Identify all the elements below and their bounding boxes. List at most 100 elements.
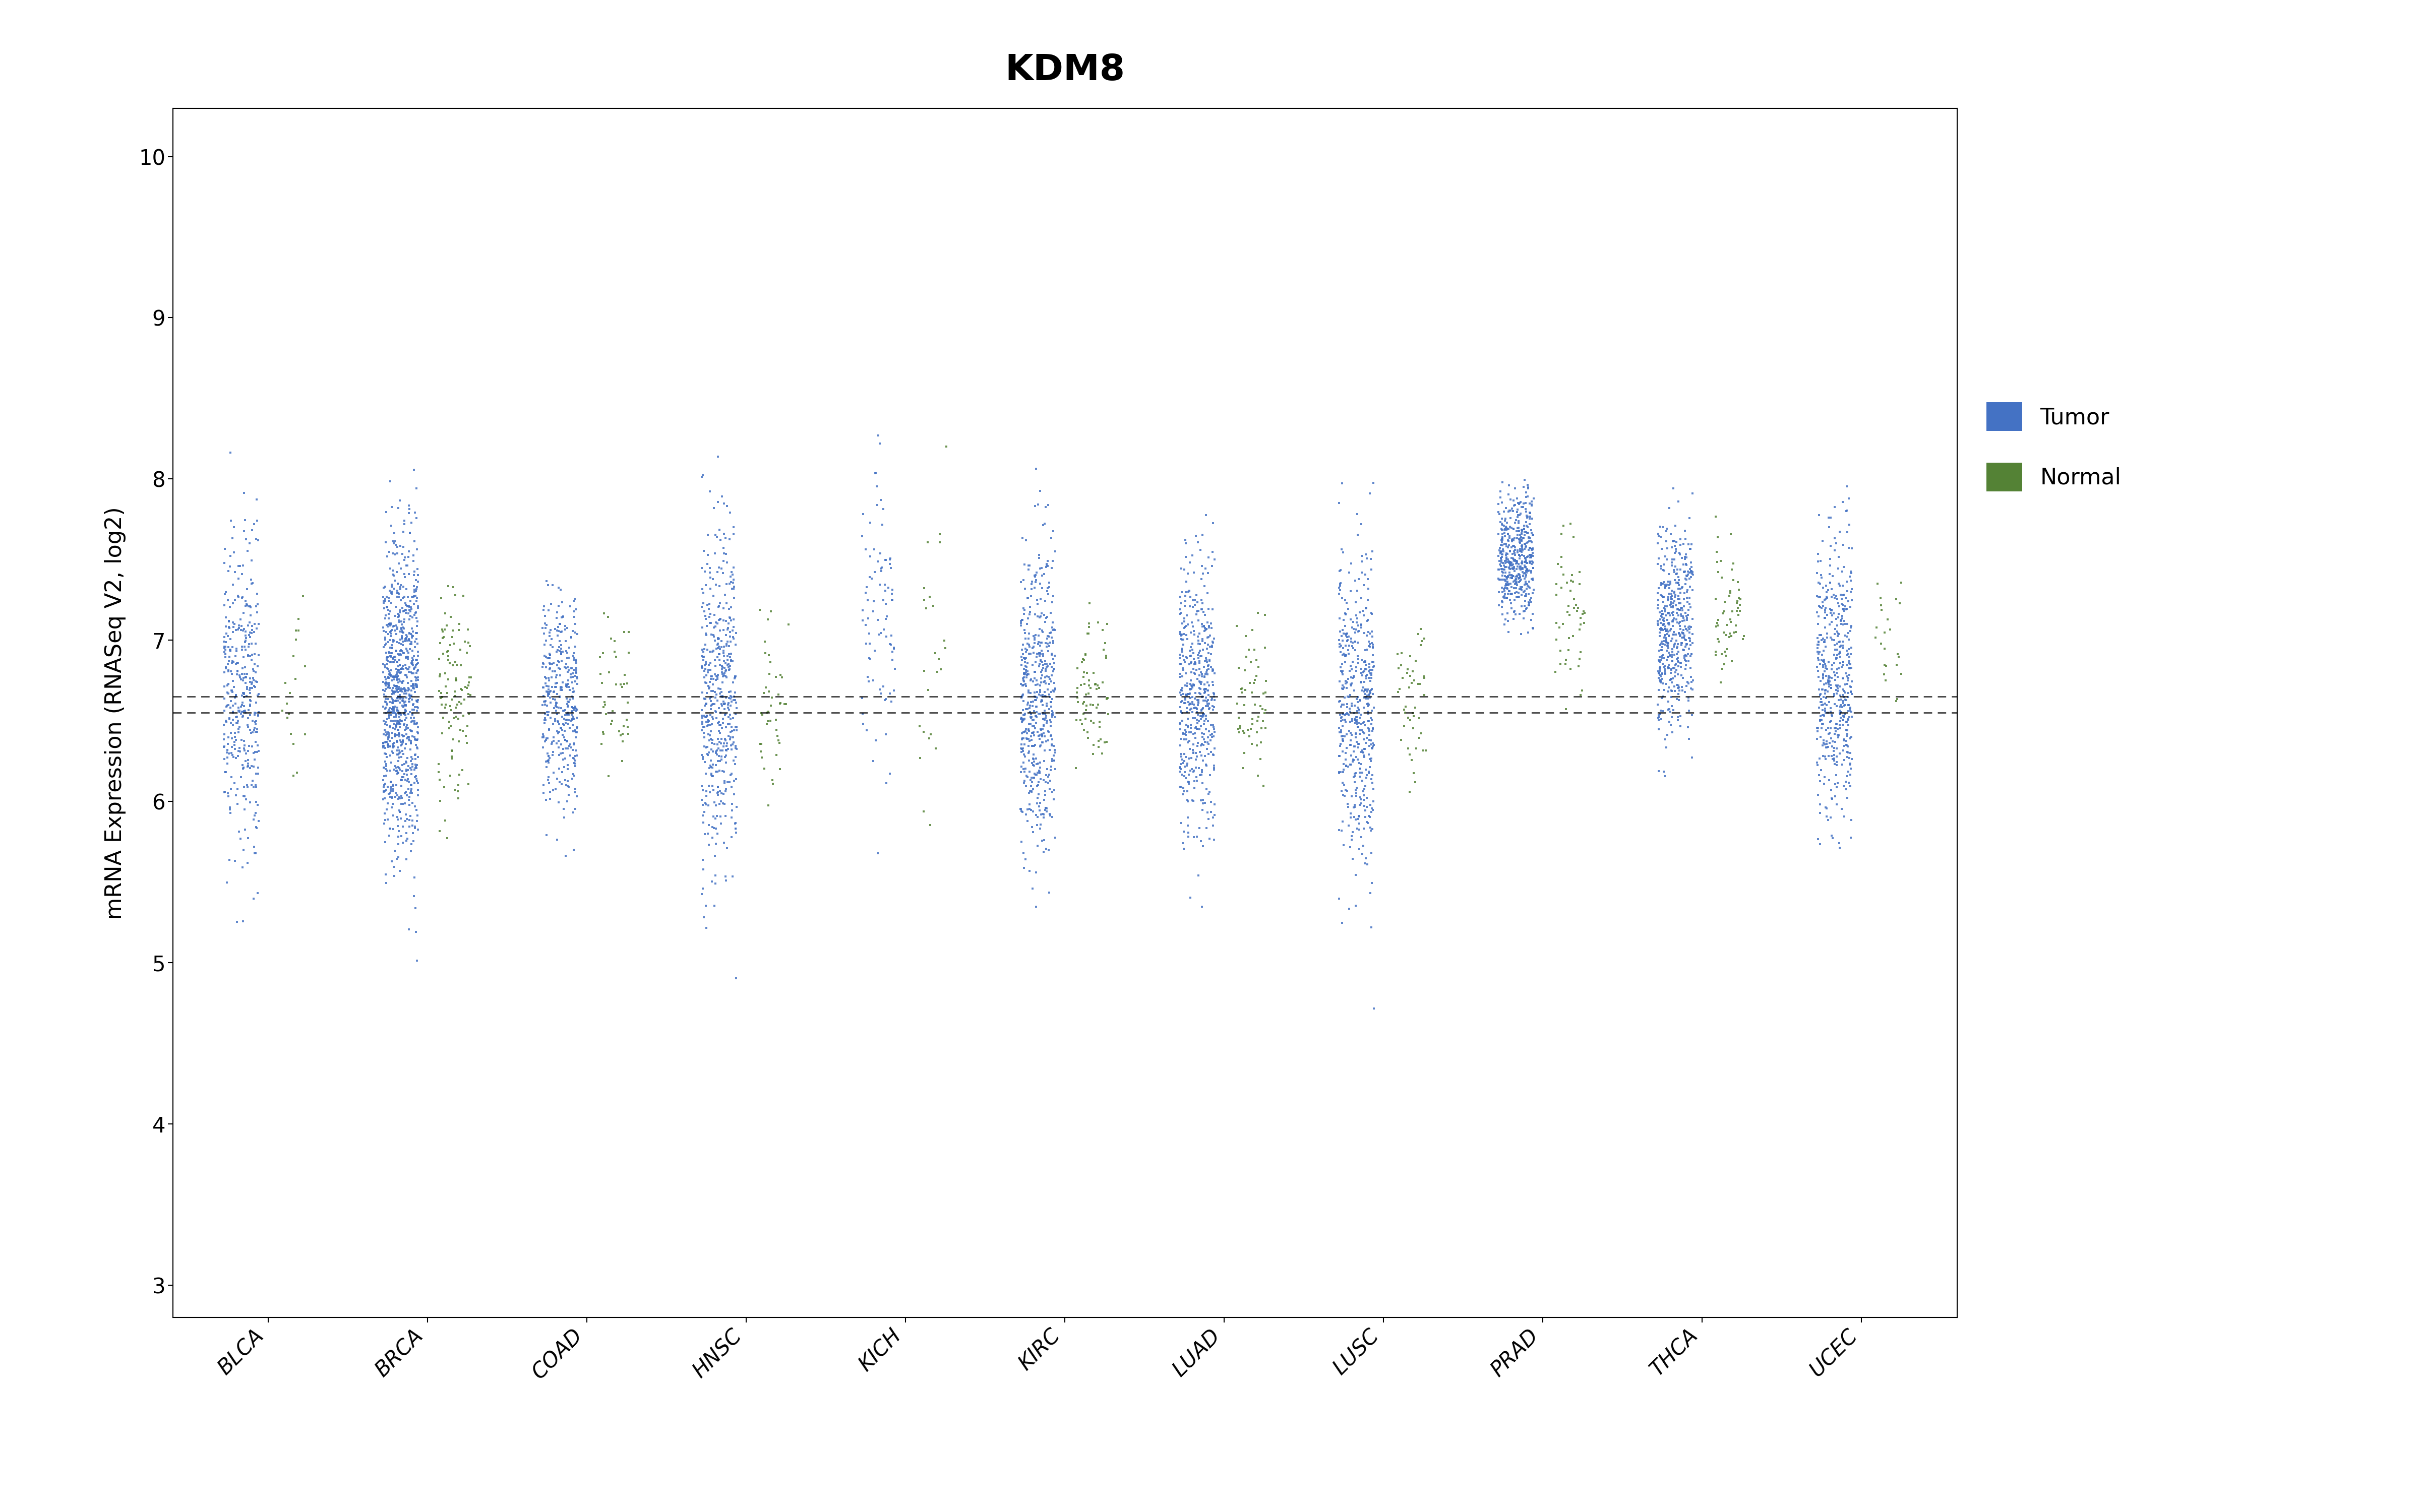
Point [1672,561,1711,585]
Point [1810,600,1849,624]
Point [1817,646,1856,670]
Point [373,696,411,720]
Point [1830,641,1868,665]
Point [385,585,424,609]
Point [1002,685,1041,709]
Point [1827,668,1866,692]
Point [1508,520,1546,544]
Point [1176,652,1215,676]
Point [1188,679,1227,703]
Point [206,624,244,649]
Point [394,644,433,668]
Point [1058,680,1096,705]
Point [714,562,753,587]
Point [1503,526,1542,550]
Point [547,727,586,751]
Point [215,652,254,676]
Point [547,615,586,640]
Point [716,816,755,841]
Point [440,618,479,643]
Point [711,624,750,649]
Point [1655,562,1694,587]
Point [385,696,424,720]
Point [690,723,728,747]
Point [1483,470,1522,494]
Point [699,608,738,632]
Point [554,706,593,730]
Point [1162,680,1200,705]
Point [1486,532,1525,556]
Point [711,726,750,750]
Point [1401,721,1440,745]
Point [1353,635,1392,659]
Point [1670,699,1709,723]
Point [1181,680,1220,705]
Point [1808,621,1846,646]
Point [421,768,460,792]
Point [1195,547,1234,572]
Point [368,544,407,569]
Point [1721,593,1759,617]
Point [1162,627,1200,652]
Point [235,652,273,676]
Point [378,638,416,662]
Point [394,815,433,839]
Point [1348,662,1387,686]
Point [699,744,738,768]
Point [1830,535,1868,559]
Point [544,712,583,736]
Point [1324,702,1362,726]
Point [760,758,799,782]
Point [223,692,261,717]
Point [1324,673,1362,697]
Point [1002,653,1041,677]
Point [1496,555,1534,579]
Point [559,667,598,691]
Point [225,629,264,653]
Point [211,721,249,745]
Point [1014,659,1053,683]
Point [697,816,736,841]
Point [549,783,588,807]
Point [1343,720,1382,744]
Point [1655,623,1694,647]
Point [854,668,893,692]
Point [692,815,731,839]
Point [1660,617,1699,641]
Point [1808,626,1846,650]
Point [1176,747,1215,771]
Point [1191,623,1229,647]
Point [1546,570,1585,594]
Point [702,715,741,739]
Point [1336,721,1375,745]
Point [1646,573,1684,597]
Point [421,680,460,705]
Point [365,671,404,696]
Point [1648,723,1687,747]
Point [690,605,728,629]
Point [690,670,728,694]
Point [690,709,728,733]
Point [1002,830,1041,854]
Point [699,594,738,618]
Point [1174,561,1212,585]
Point [716,751,755,776]
Point [1825,689,1863,714]
Point [1036,652,1074,676]
Point [378,665,416,689]
Point [1643,662,1682,686]
Point [1825,692,1863,717]
Point [450,634,489,658]
Point [385,692,424,717]
Point [378,742,416,767]
Point [753,685,791,709]
Point [523,676,561,700]
Point [1803,662,1842,686]
Point [421,789,460,813]
Point [1012,702,1050,726]
Point [1341,615,1379,640]
Point [1832,747,1871,771]
Point [1346,562,1384,587]
Point [230,688,269,712]
Point [373,795,411,820]
